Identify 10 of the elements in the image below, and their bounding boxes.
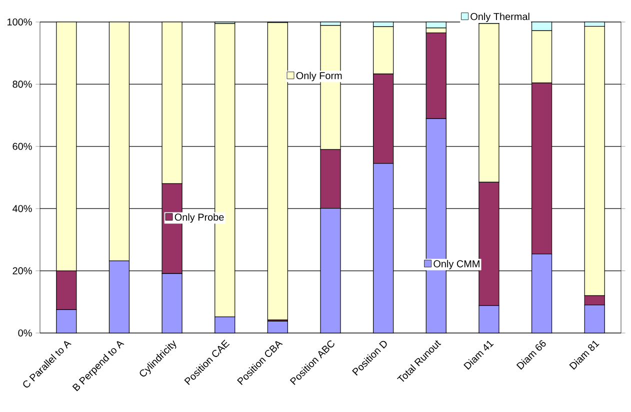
y-tick-label: 20% (12, 267, 32, 274)
y-tick-label: 0% (18, 329, 32, 337)
y-tick-label: 40% (12, 205, 32, 212)
legend-label: Only Thermal (470, 12, 530, 22)
legend-label: Only Form (296, 72, 342, 82)
y-tick-label: 60% (12, 142, 32, 150)
legend-label: Only Probe (174, 213, 224, 223)
legend-label: Only CMM (434, 260, 480, 270)
y-tick-label: 80% (12, 80, 32, 88)
y-tick-label: 100% (8, 18, 32, 26)
